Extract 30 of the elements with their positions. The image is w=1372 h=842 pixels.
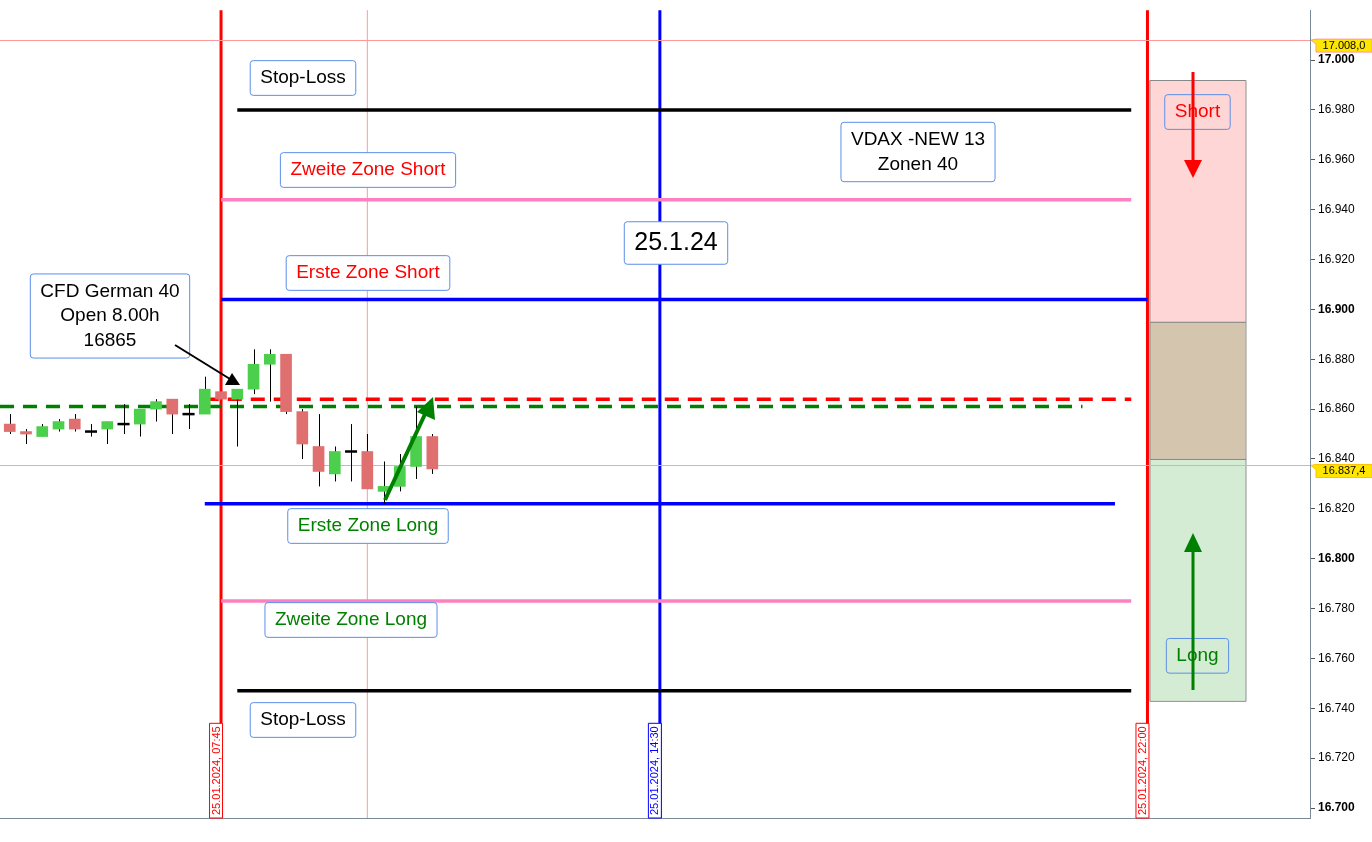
y-tick-label: 16.760 (1318, 650, 1356, 665)
annotation: VDAX -NEW 13 Zonen 40 (850, 127, 986, 174)
y-tick-label: 16.820 (1318, 501, 1356, 516)
y-tick-label: 16.900 (1318, 301, 1356, 316)
y-tick-label: 16.980 (1318, 102, 1356, 117)
annotation: CFD German 40 Open 8.00h 16865 (40, 279, 180, 350)
annotation: 25.1.24 (634, 226, 718, 255)
annotation: Stop-Loss (260, 708, 346, 730)
y-tick-label: 16.940 (1318, 201, 1356, 216)
annotation: Zweite Zone Short (290, 158, 447, 180)
y-tick-label: 16.960 (1318, 152, 1356, 167)
ref-line-label: 17.008,0 (1322, 39, 1366, 52)
ref-line-label: 16.837,4 (1322, 464, 1366, 477)
y-tick-label: 16.720 (1318, 750, 1356, 765)
x-tick-label: 25.01.2024, 14:30 (648, 726, 661, 815)
y-tick-label: 16.880 (1318, 351, 1356, 366)
y-tick-label: 16.920 (1318, 251, 1356, 266)
annotation: Erste Zone Short (296, 261, 441, 283)
y-tick-label: 16.860 (1318, 401, 1356, 416)
y-tick-label: 16.700 (1318, 800, 1356, 815)
y-tick-label: 16.800 (1318, 551, 1356, 566)
y-tick-label: 16.840 (1318, 451, 1356, 466)
x-tick-label: 25.01.2024, 07:45 (209, 726, 222, 815)
x-tick-label: 25.01.2024, 22:00 (1136, 726, 1148, 815)
y-tick-label: 17.000 (1318, 52, 1356, 67)
annotation: Zweite Zone Long (274, 608, 428, 630)
y-tick-label: 16.780 (1318, 600, 1356, 615)
annotation: Erste Zone Long (297, 514, 439, 536)
annotation: Stop-Loss (260, 66, 346, 88)
y-tick-label: 16.740 (1318, 700, 1356, 715)
